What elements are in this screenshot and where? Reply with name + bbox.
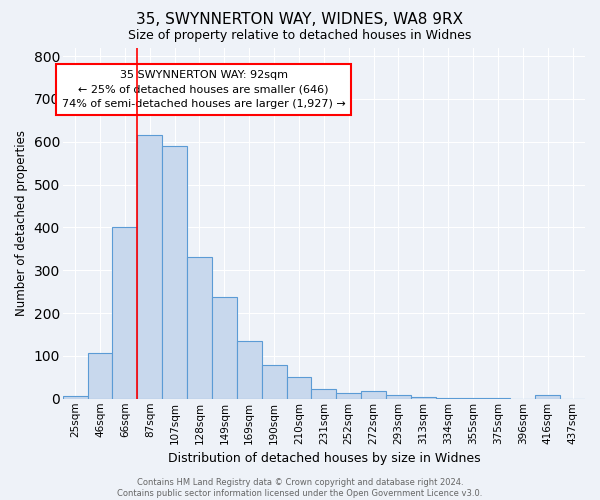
Bar xyxy=(262,366,287,399)
Y-axis label: Number of detached properties: Number of detached properties xyxy=(15,130,28,316)
Bar xyxy=(535,396,560,399)
Bar xyxy=(88,353,112,399)
Bar xyxy=(386,396,411,399)
Text: 35, SWYNNERTON WAY, WIDNES, WA8 9RX: 35, SWYNNERTON WAY, WIDNES, WA8 9RX xyxy=(136,12,464,28)
Text: 35 SWYNNERTON WAY: 92sqm
← 25% of detached houses are smaller (646)
74% of semi-: 35 SWYNNERTON WAY: 92sqm ← 25% of detach… xyxy=(62,70,346,110)
Text: Size of property relative to detached houses in Widnes: Size of property relative to detached ho… xyxy=(128,29,472,42)
Bar xyxy=(361,392,386,399)
Bar xyxy=(187,258,212,399)
Bar xyxy=(237,341,262,399)
Bar xyxy=(336,393,361,399)
X-axis label: Distribution of detached houses by size in Widnes: Distribution of detached houses by size … xyxy=(167,452,480,465)
Bar xyxy=(162,146,187,399)
Bar xyxy=(212,297,237,399)
Bar xyxy=(63,396,88,399)
Text: Contains HM Land Registry data © Crown copyright and database right 2024.
Contai: Contains HM Land Registry data © Crown c… xyxy=(118,478,482,498)
Bar xyxy=(411,397,436,399)
Bar xyxy=(287,378,311,399)
Bar xyxy=(112,228,137,399)
Bar xyxy=(137,136,162,399)
Bar xyxy=(311,390,336,399)
